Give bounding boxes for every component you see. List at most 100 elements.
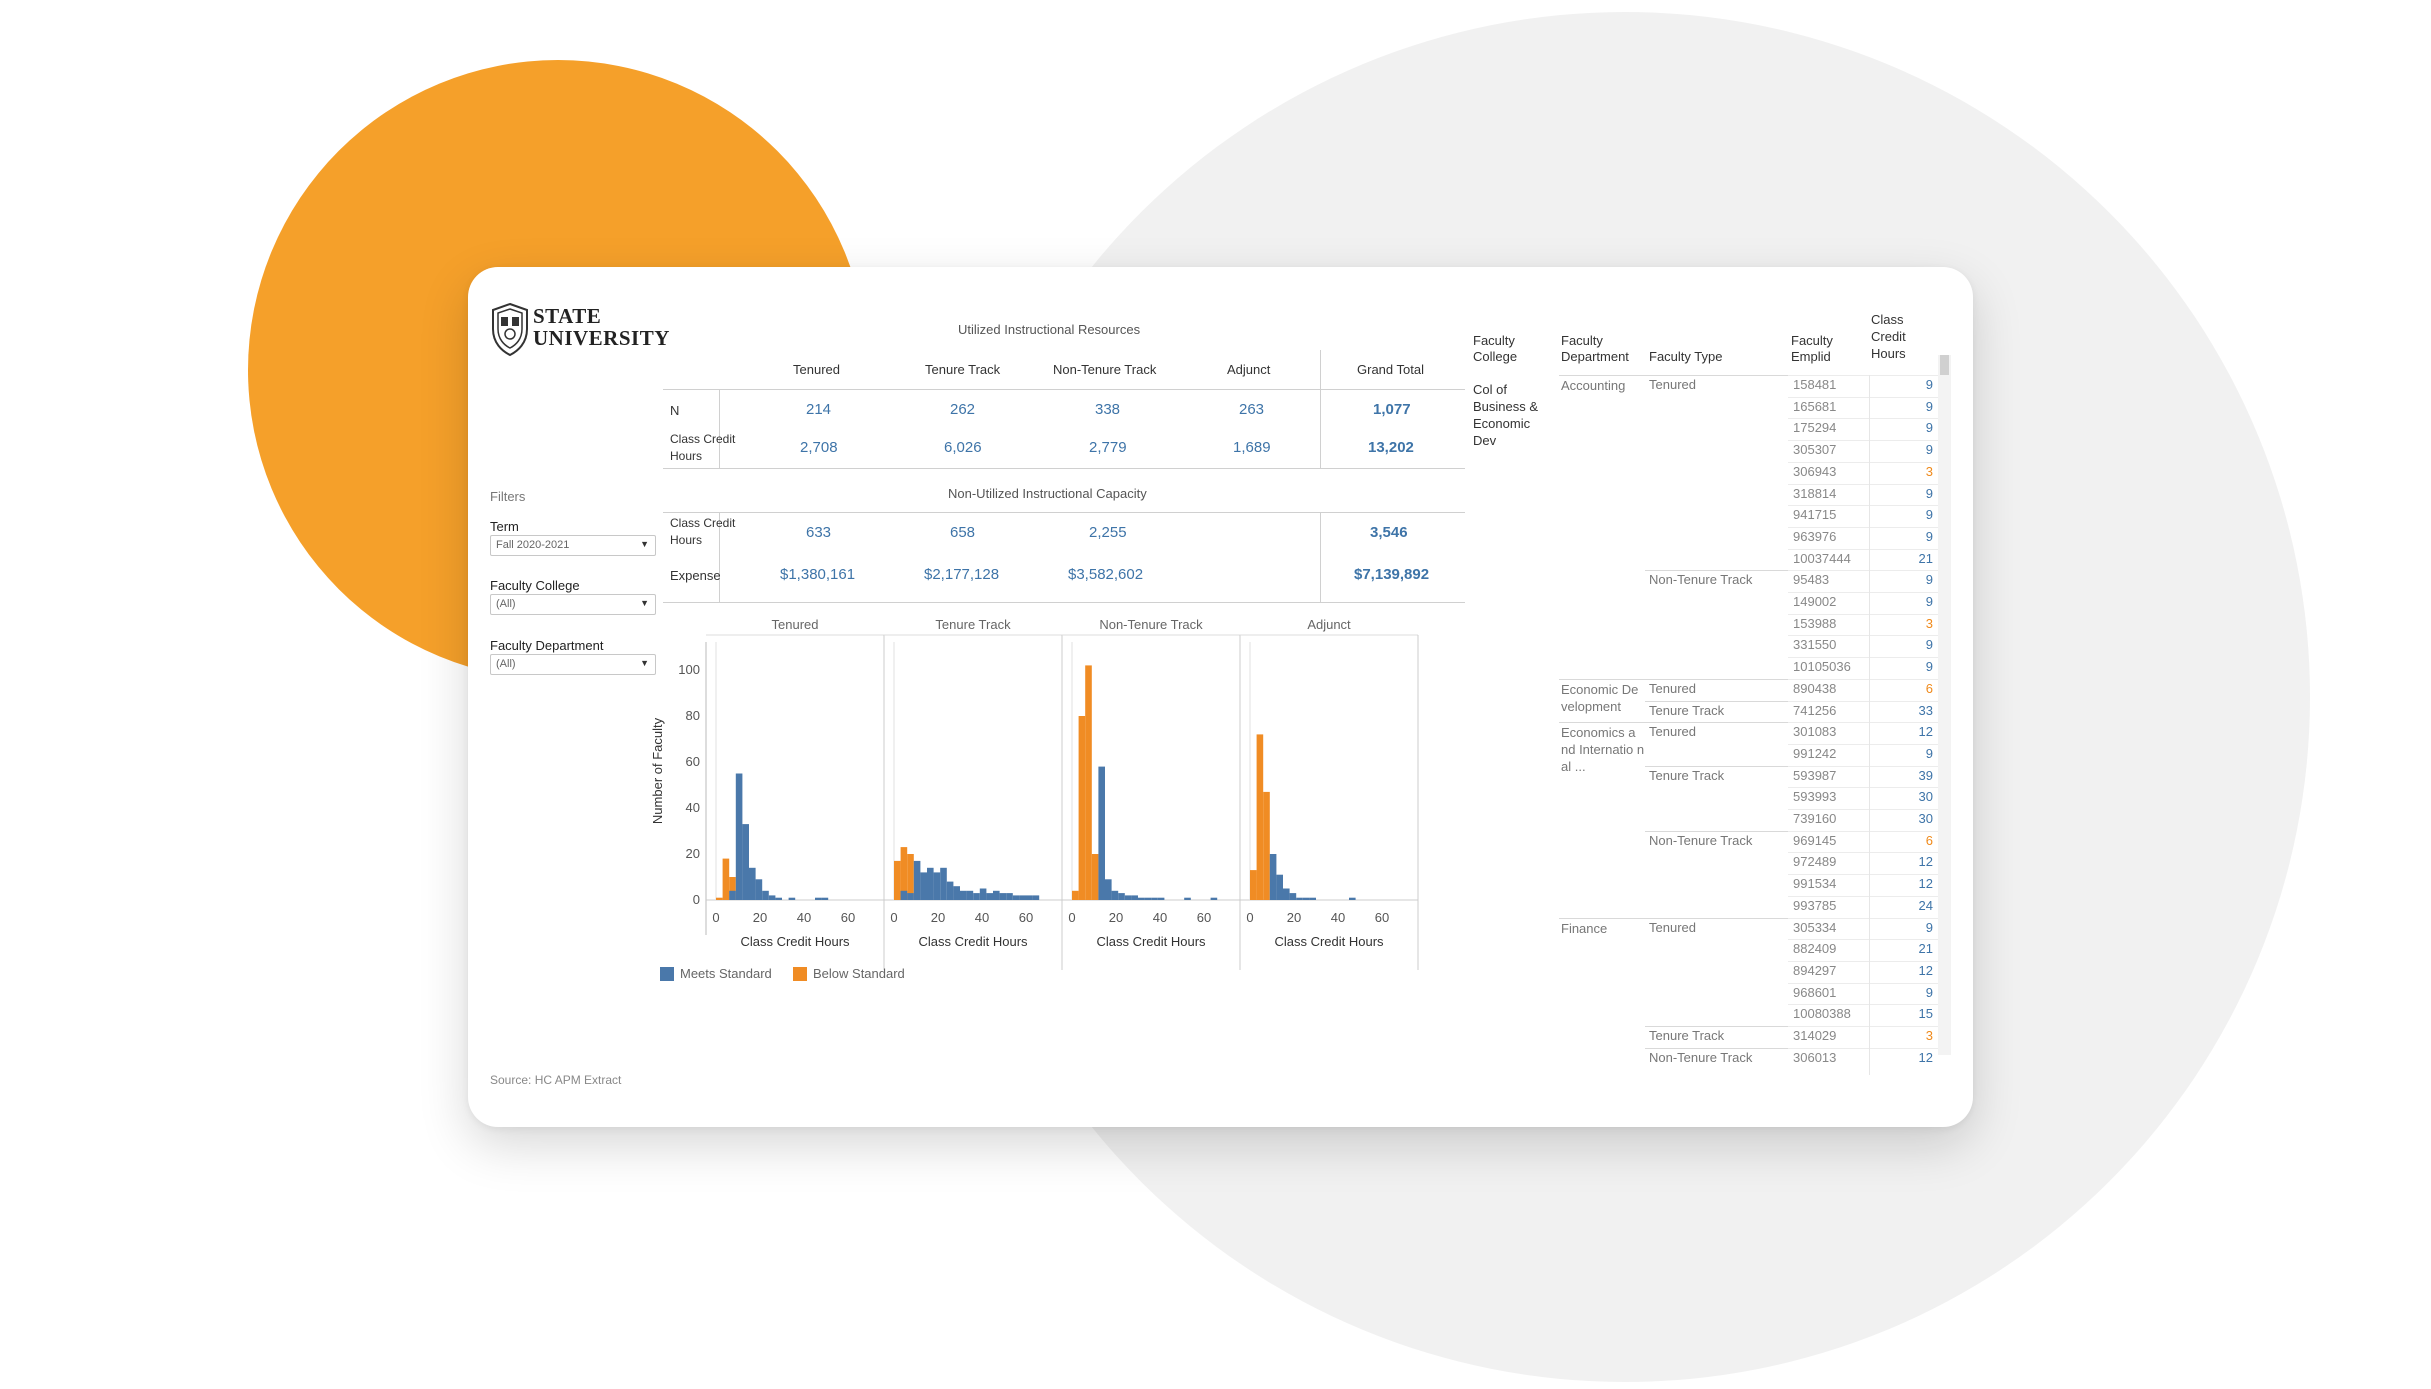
bar-below-standard (1072, 890, 1079, 900)
bar-meets-standard (1144, 897, 1152, 900)
divider (663, 602, 1465, 603)
table-row[interactable] (1788, 375, 1938, 398)
college-select[interactable]: (All) ▼ (490, 594, 656, 615)
panel-header: Adjunct (1307, 617, 1351, 632)
table-row[interactable] (1788, 570, 1938, 593)
term-select[interactable]: Fall 2020-2021 ▼ (490, 535, 656, 556)
emplid-column-divider (1869, 375, 1870, 1075)
table-row[interactable] (1788, 722, 1938, 745)
bar-meets-standard (768, 895, 776, 900)
bar-meets-standard (960, 890, 967, 900)
cell-class-credit-hours: 9 (1925, 745, 1933, 761)
cell-faculty-type: Tenured (1649, 724, 1696, 740)
bar-meets-standard (920, 872, 927, 900)
table-row[interactable] (1788, 548, 1938, 572)
table-row[interactable] (1788, 461, 1938, 485)
bar-meets-standard (1184, 897, 1191, 900)
utilized-cch-adjunct: 1,689 (1233, 439, 1271, 456)
expense-non-tenure-track: $3,582,602 (1068, 566, 1144, 583)
cell-emplid: 306013 (1793, 1049, 1837, 1065)
col-header-tenure-track: Tenure Track (925, 362, 1001, 377)
x-tick-label: 0 (712, 910, 719, 925)
table-row[interactable] (1788, 982, 1938, 1006)
cell-faculty-type: Tenured (1649, 377, 1696, 392)
table-row[interactable] (1788, 505, 1938, 528)
source-note: Source: HC APM Extract (490, 1073, 622, 1087)
cell-department: Economics a nd Internatio nal ... (1561, 725, 1645, 775)
divider (1320, 350, 1321, 468)
table-row[interactable] (1788, 526, 1938, 550)
cell-class-credit-hours: 3 (1925, 615, 1933, 631)
histogram-chart: Number of Faculty 100 80 60 40 20 0 Tenured 0 20 4… (650, 617, 1419, 981)
cell-emplid: 894297 (1793, 962, 1837, 978)
table-row[interactable] (1788, 635, 1938, 658)
expense-tenured: $1,380,161 (780, 566, 856, 583)
department-select-value: (All) (496, 658, 516, 670)
table-row[interactable] (1788, 592, 1938, 615)
bar-meets-standard (1349, 897, 1356, 900)
table-row[interactable] (1788, 483, 1938, 507)
cell-class-credit-hours: 9 (1925, 420, 1933, 436)
y-tick-label: 100 (678, 662, 700, 677)
x-tick-label: 40 (975, 910, 989, 925)
bar-meets-standard (1283, 888, 1290, 900)
bar-meets-standard (1276, 874, 1283, 900)
expense-grand-total: $7,139,892 (1354, 566, 1430, 583)
panel-header: Non-Tenure Track (1099, 617, 1203, 632)
x-tick-label: 20 (1109, 910, 1123, 925)
table-row[interactable] (1788, 830, 1938, 854)
table-row[interactable] (1788, 678, 1938, 702)
bar-meets-standard (1296, 897, 1303, 900)
table-row[interactable] (1788, 418, 1938, 441)
cell-department: Accounting (1561, 378, 1626, 393)
utilized-title: Utilized Instructional Resources (958, 322, 1141, 337)
bar-meets-standard (815, 897, 822, 900)
scrollbar-thumb[interactable] (1940, 355, 1949, 375)
group-divider (1645, 830, 1788, 832)
table-row[interactable] (1788, 1004, 1938, 1027)
header-faculty-type: Faculty Type (1649, 349, 1723, 364)
table-row[interactable] (1788, 1026, 1938, 1049)
col-header-adjunct: Adjunct (1227, 362, 1271, 377)
table-row[interactable] (1788, 743, 1938, 767)
table-row[interactable] (1788, 613, 1938, 637)
cell-emplid: 95483 (1793, 572, 1830, 588)
x-tick-label: 40 (1331, 910, 1345, 925)
x-axis-title: Class Credit Hours (918, 934, 1028, 949)
panel-header: Tenure Track (935, 617, 1011, 632)
table-row[interactable] (1788, 787, 1938, 810)
bar-meets-standard (933, 872, 941, 900)
table-row[interactable] (1788, 809, 1938, 832)
department-select[interactable]: (All) ▼ (490, 654, 656, 675)
table-row[interactable] (1788, 917, 1938, 941)
table-row[interactable] (1788, 852, 1938, 875)
bar-below-standard (722, 858, 730, 900)
cell-class-credit-hours: 6 (1925, 832, 1933, 848)
bar-below-standard (1250, 870, 1257, 900)
cell-class-credit-hours: 9 (1925, 919, 1933, 935)
bar-meets-standard (1131, 895, 1138, 900)
group-divider (1559, 678, 1645, 680)
cell-emplid: 158481 (1793, 377, 1837, 392)
table-row[interactable] (1788, 765, 1938, 789)
table-row[interactable] (1788, 960, 1938, 984)
bar-below-standard (907, 854, 914, 900)
utilized-cch-grand-total: 13,202 (1368, 439, 1414, 456)
cell-faculty-type: Tenure Track (1649, 767, 1725, 783)
table-row[interactable] (1788, 440, 1938, 463)
bar-below-standard (1078, 716, 1086, 900)
scrollbar-track[interactable] (1938, 355, 1951, 1055)
table-row[interactable] (1788, 895, 1938, 919)
table-row[interactable] (1788, 657, 1938, 680)
table-row[interactable] (1788, 700, 1938, 724)
table-row[interactable] (1788, 874, 1938, 897)
bar-meets-standard (1118, 893, 1125, 900)
divider (663, 468, 1465, 469)
table-row[interactable] (1788, 1047, 1938, 1071)
filters-heading: Filters (490, 489, 526, 504)
table-row[interactable] (1788, 939, 1938, 962)
cell-emplid: 305334 (1793, 919, 1837, 935)
bar-meets-standard (900, 890, 908, 900)
table-row[interactable] (1788, 396, 1938, 420)
x-tick-label: 0 (1246, 910, 1253, 925)
